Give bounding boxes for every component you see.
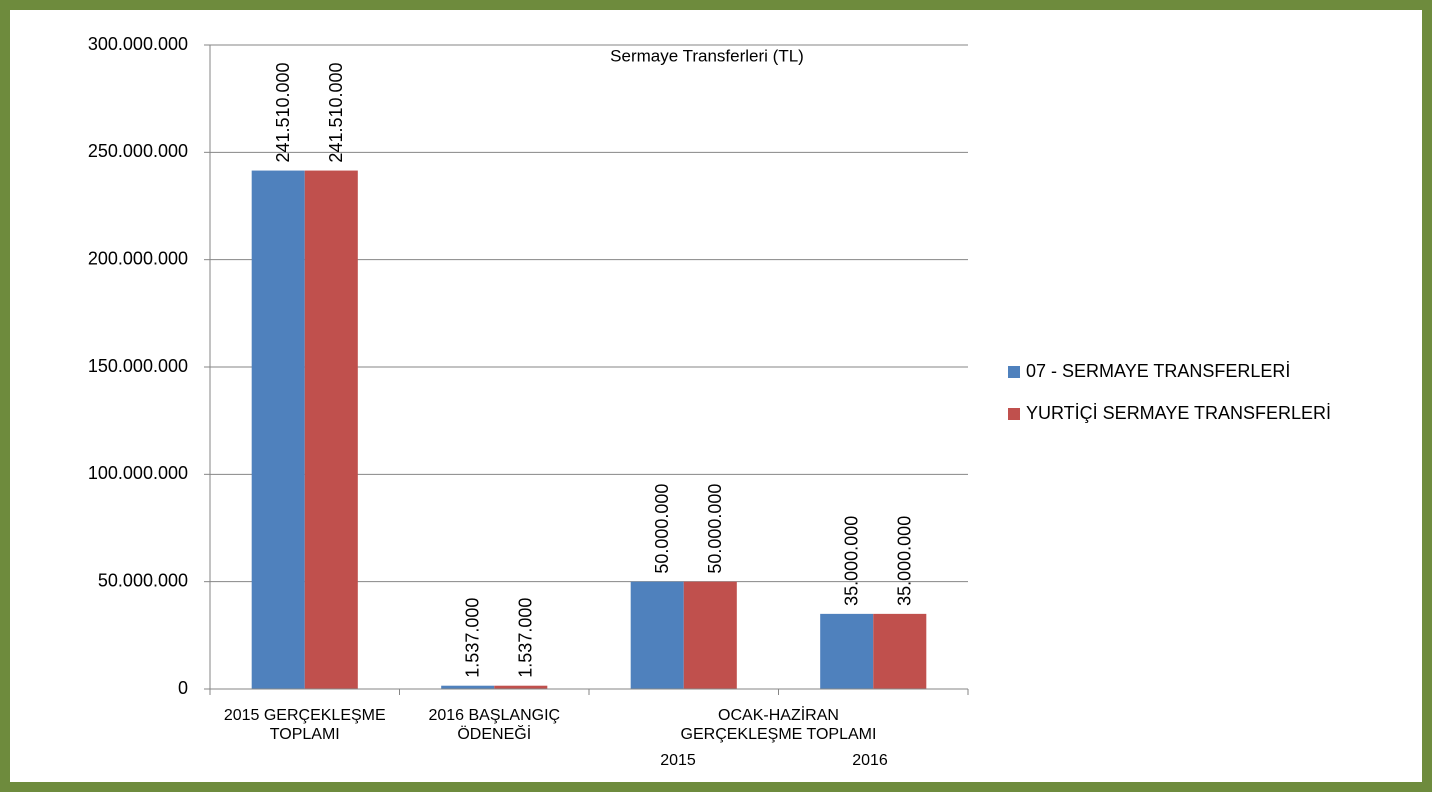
x-tick-label: 2016 BAŞLANGIÇ ÖDENEĞİ	[428, 707, 560, 743]
value-label: 241.510.000	[326, 62, 346, 162]
value-label: 50.000.000	[705, 484, 725, 574]
y-tick-label: 300.000.000	[88, 34, 188, 54]
chart-title: Sermaye Transferleri (TL)	[610, 46, 804, 65]
bar	[683, 581, 737, 689]
x-tick-label: 2016	[852, 752, 888, 769]
bar	[441, 685, 495, 689]
legend-swatch	[1008, 366, 1020, 378]
value-label: 1.537.000	[516, 598, 536, 678]
y-tick-label: 150.000.000	[88, 356, 188, 376]
bar	[873, 613, 927, 689]
value-label: 241.510.000	[273, 62, 293, 162]
bar	[820, 613, 874, 689]
value-label: 35.000.000	[841, 516, 861, 606]
y-tick-label: 200.000.000	[88, 248, 188, 268]
value-label: 50.000.000	[652, 484, 672, 574]
value-label: 35.000.000	[895, 516, 915, 606]
bar	[304, 170, 358, 689]
bar	[494, 685, 548, 689]
bar	[630, 581, 684, 689]
legend-swatch	[1008, 408, 1020, 420]
x-tick-label: 2015	[660, 752, 696, 769]
value-label: 1.537.000	[462, 598, 482, 678]
x-group-label: OCAK-HAZİRAN GERÇEKLEŞME TOPLAMI	[681, 705, 877, 743]
bar	[251, 170, 305, 689]
legend-label: 07 - SERMAYE TRANSFERLERİ	[1026, 361, 1290, 381]
y-tick-label: 0	[178, 678, 188, 698]
legend-label: YURTİÇİ SERMAYE TRANSFERLERİ	[1026, 403, 1331, 423]
x-tick-label: 2015 GERÇEKLEŞME TOPLAMI	[224, 707, 386, 743]
y-tick-label: 100.000.000	[88, 463, 188, 483]
y-tick-label: 50.000.000	[98, 570, 188, 590]
y-tick-label: 250.000.000	[88, 141, 188, 161]
